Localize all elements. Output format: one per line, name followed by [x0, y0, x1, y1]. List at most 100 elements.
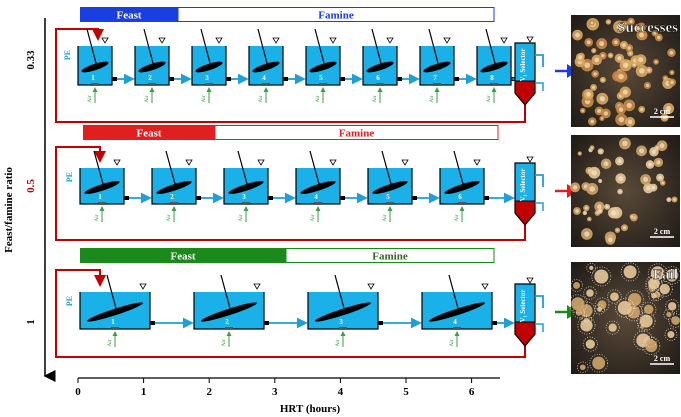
outlet-pipe: [535, 202, 544, 211]
diffuser: [148, 83, 156, 86]
granule-core: [594, 57, 600, 63]
selector: V₁ Selector: [514, 277, 544, 347]
granule-core: [618, 176, 623, 181]
granule-core: [575, 32, 580, 38]
granule-core: [599, 41, 605, 47]
tank-number: 3: [242, 193, 246, 201]
air-label: Air: [372, 95, 378, 103]
granule-core: [651, 149, 657, 154]
scale-label: 2 cm: [654, 107, 671, 116]
water-level-icon: [329, 37, 337, 44]
mixer-blade: [201, 302, 257, 322]
tank-number: 3: [339, 318, 343, 326]
diffuser: [111, 327, 119, 330]
granule-core: [622, 43, 626, 47]
famine-bar: [214, 125, 499, 140]
granule-core: [584, 206, 588, 210]
return-line: [55, 28, 526, 123]
granule: [579, 364, 586, 371]
tank-number: 5: [386, 193, 390, 201]
granule-filaments: [605, 320, 620, 335]
granule-filaments: [591, 266, 612, 287]
ratio-label: 0.5: [25, 179, 37, 193]
tank-number: 2: [148, 74, 152, 82]
granule-core: [591, 170, 597, 176]
mixer-blade: [138, 61, 166, 73]
selector: V₁ Selector: [514, 156, 544, 226]
mixer-blade: [156, 181, 192, 194]
granule-core: [584, 62, 591, 69]
air-label: Air: [258, 95, 264, 103]
granule-core: [656, 160, 661, 165]
mixer-shaft: [237, 150, 249, 188]
air-label: Air: [310, 214, 316, 222]
granule-core: [597, 108, 602, 113]
selector-label: V₁ Selector: [519, 48, 527, 81]
air-label: Air: [221, 339, 227, 347]
return-line: [55, 146, 526, 241]
granule-filaments: [656, 280, 673, 298]
granule-filaments: [645, 275, 663, 293]
diffuser: [225, 327, 233, 330]
mixer-shaft: [381, 150, 393, 188]
diffuser: [242, 202, 250, 205]
effluent-pipe: [535, 54, 544, 67]
air-label: Air: [486, 95, 492, 103]
granule-core: [616, 228, 619, 232]
mixer-shaft: [143, 28, 155, 68]
x-ticks: 0 1 2 3 4 5 6: [75, 378, 475, 398]
pipe-fitting: [112, 77, 117, 81]
tank: 2 Air: [133, 28, 192, 103]
air-label: Air: [107, 339, 113, 347]
mixer-blade: [366, 61, 394, 73]
x-tick-label: 4: [338, 386, 344, 398]
granule: [575, 308, 583, 316]
granule-core: [659, 143, 665, 149]
diffuser: [319, 83, 327, 86]
selector-sludge: [514, 80, 536, 106]
water-level-icon: [139, 283, 147, 290]
tank-number: 1: [91, 74, 95, 82]
granule: [623, 265, 637, 279]
granule-core: [586, 40, 591, 45]
tank: 4 Air: [420, 274, 515, 347]
granule-core: [599, 180, 602, 182]
tank-number: 4: [453, 318, 457, 326]
granule-core: [669, 50, 674, 55]
granule-core: [629, 19, 633, 24]
granule-core: [598, 209, 602, 213]
granule-core: [670, 71, 674, 74]
granule-core: [603, 161, 609, 167]
diffuser: [205, 83, 213, 86]
granule-core: [590, 119, 595, 124]
granule: [648, 338, 654, 345]
granule-core: [666, 106, 672, 111]
granule-core: [584, 231, 590, 237]
granule-core: [618, 107, 624, 112]
granule: [594, 269, 609, 284]
granule-core: [599, 96, 605, 102]
granule: [610, 292, 619, 301]
granule-core: [638, 57, 644, 63]
water-level-icon: [473, 159, 481, 166]
pipe-fitting: [340, 196, 345, 200]
tank-number: 7: [433, 74, 437, 82]
granule-core: [626, 102, 632, 109]
pipe-fitting: [454, 77, 459, 81]
pipe-fitting: [268, 196, 273, 200]
air-label: Air: [454, 214, 460, 222]
granule-filaments: [614, 298, 635, 318]
granule-core: [578, 152, 581, 155]
tank: 8 Air: [475, 28, 522, 103]
mixer-shaft: [165, 150, 177, 188]
air-label: Air: [238, 214, 244, 222]
x-tick-label: 2: [206, 386, 212, 398]
granule-core: [592, 85, 596, 89]
water-level-icon: [215, 37, 223, 44]
feast-label: Feast: [136, 128, 161, 140]
tank: 1 Air: [76, 28, 135, 103]
mixer-shaft: [314, 28, 326, 68]
granule-core: [603, 111, 609, 116]
granule-core: [646, 185, 651, 191]
pipe-fitting: [397, 77, 402, 81]
